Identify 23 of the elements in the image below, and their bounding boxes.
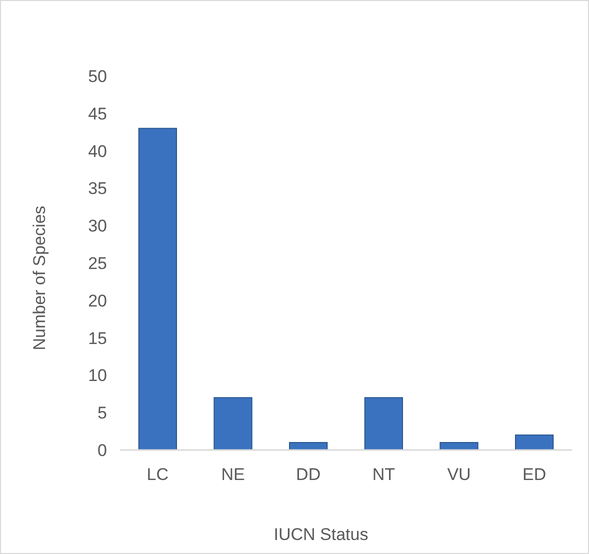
x-tick-label: ED xyxy=(522,465,546,484)
y-tick-label: 35 xyxy=(88,179,107,198)
y-tick-label: 5 xyxy=(98,404,107,423)
y-tick-label: 25 xyxy=(88,254,107,273)
y-tick-label: 20 xyxy=(88,291,107,310)
x-tick-label: NT xyxy=(372,465,396,484)
x-tick-label: NE xyxy=(221,465,245,484)
x-tick-label: VU xyxy=(447,465,471,484)
bar xyxy=(214,397,252,450)
y-tick-label: 0 xyxy=(98,440,107,460)
y-tick-label: 30 xyxy=(88,216,107,236)
x-tick-label: DD xyxy=(296,465,321,484)
y-tick-label: 50 xyxy=(88,66,107,86)
y-tick-label: 45 xyxy=(88,104,107,124)
bar xyxy=(515,434,554,450)
y-tick-label: 40 xyxy=(88,142,107,161)
x-tick-label: LC xyxy=(146,465,169,484)
x-axis-title: IUCN Status xyxy=(274,525,368,544)
bar xyxy=(138,128,177,450)
y-tick-label: 15 xyxy=(88,328,107,348)
y-tick-label: 10 xyxy=(88,366,107,386)
y-axis-title: Number of Species xyxy=(30,206,49,350)
bar xyxy=(364,397,403,450)
